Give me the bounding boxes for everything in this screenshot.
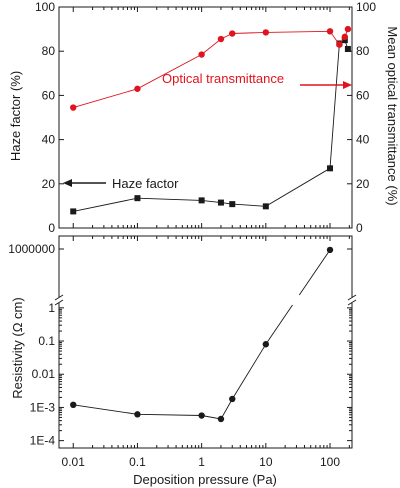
resistivity-axis-title: Resistivity (Ω cm) <box>10 297 25 398</box>
x-tick-label: 1 <box>198 455 205 469</box>
transmittance-annotation-label: Optical transmittance <box>162 71 284 86</box>
top-panel: 0 20 40 60 80 100 0 20 40 60 80 100 Optical transmit… <box>35 0 376 235</box>
resistivity-tick-label: 0.01 <box>32 367 56 381</box>
right-axis-break-mark <box>347 299 357 306</box>
resistivity-data-point <box>326 246 334 254</box>
transmittance-data-point <box>134 85 141 92</box>
haze-data-point <box>217 199 224 206</box>
transmittance-data-point <box>217 35 225 43</box>
resistivity-series-line <box>265 304 293 345</box>
haze-data-point <box>70 208 77 215</box>
haze-data-point <box>262 203 269 210</box>
transmittance-data-point <box>70 104 77 111</box>
haze-data-point <box>229 201 236 208</box>
transmittance-tick-label: 100 <box>356 0 376 14</box>
resistivity-series-line <box>73 344 267 420</box>
bottom-panel: 1E-4 1E-3 0.01 0.1 1 1000000 0.01 0.1 1 10 100 <box>8 235 357 469</box>
haze-tick-label: 60 <box>42 88 56 102</box>
haze-axis-title: Haze factor (%) <box>8 71 23 161</box>
resistivity-tick-label: 1 <box>48 301 55 315</box>
left-axis-break-gap <box>54 297 64 303</box>
axis-titles: Haze factor (%) Mean optical transmittan… <box>8 26 400 487</box>
resistivity-data-point <box>217 415 225 423</box>
transmittance-tick-label: 60 <box>356 88 370 102</box>
haze-tick-label: 20 <box>42 177 56 191</box>
transmittance-tick-label: 80 <box>356 44 370 58</box>
x-tick-label: 10 <box>259 455 273 469</box>
transmittance-data-point <box>341 33 349 41</box>
haze-tick-label: 0 <box>48 221 55 235</box>
transmittance-data-point <box>198 51 205 58</box>
transmittance-data-point <box>336 41 343 48</box>
haze-data-point <box>341 37 348 44</box>
x-tick-label: 0.1 <box>129 455 146 469</box>
top-plot-frame <box>58 6 353 229</box>
haze-annotation-label: Haze factor <box>112 176 179 191</box>
transmittance-tick-label: 0 <box>356 221 363 235</box>
resistivity-data-point <box>70 401 77 409</box>
x-tick-label: 0.01 <box>62 455 86 469</box>
resistivity-series-line <box>298 249 331 296</box>
x-axis-title: Deposition pressure (Pa) <box>133 472 277 487</box>
resistivity-tick-label: 1E-3 <box>30 400 56 414</box>
resistivity-tick-label: 1E-4 <box>30 434 56 448</box>
x-tick-label: 100 <box>320 455 340 469</box>
transmittance-axis-title: Mean optical transmittance (%) <box>385 26 400 205</box>
resistivity-data-point <box>229 395 236 403</box>
resistivity-data-point <box>198 412 205 419</box>
resistivity-tick-label: 1000000 <box>8 242 55 256</box>
transmittance-arrow-head <box>343 81 352 89</box>
transmittance-tick-label: 20 <box>356 177 370 191</box>
haze-tick-label: 100 <box>35 0 55 14</box>
transmittance-tick-label: 40 <box>356 133 370 147</box>
haze-tick-label: 40 <box>42 133 56 147</box>
transmittance-series-line <box>73 28 349 109</box>
bottom-plot-frame <box>58 235 353 449</box>
left-axis-break-mark <box>54 294 64 301</box>
haze-data-point <box>344 45 351 52</box>
haze-data-point <box>134 195 141 202</box>
resistivity-tick-label: 0.1 <box>38 334 55 348</box>
resistivity-data-point <box>134 411 141 418</box>
right-axis-break-gap <box>347 297 357 303</box>
transmittance-data-point <box>229 30 236 37</box>
haze-tick-label: 80 <box>42 44 56 58</box>
haze-data-point <box>327 165 334 172</box>
haze-data-point <box>198 197 205 204</box>
transmittance-data-point <box>262 29 270 36</box>
transmittance-data-point <box>326 28 334 35</box>
right-axis-break-mark <box>347 294 357 301</box>
left-axis-break-mark <box>54 299 64 306</box>
transmittance-data-point <box>344 25 352 33</box>
resistivity-data-point <box>262 341 270 348</box>
haze-arrow-head <box>63 179 72 187</box>
